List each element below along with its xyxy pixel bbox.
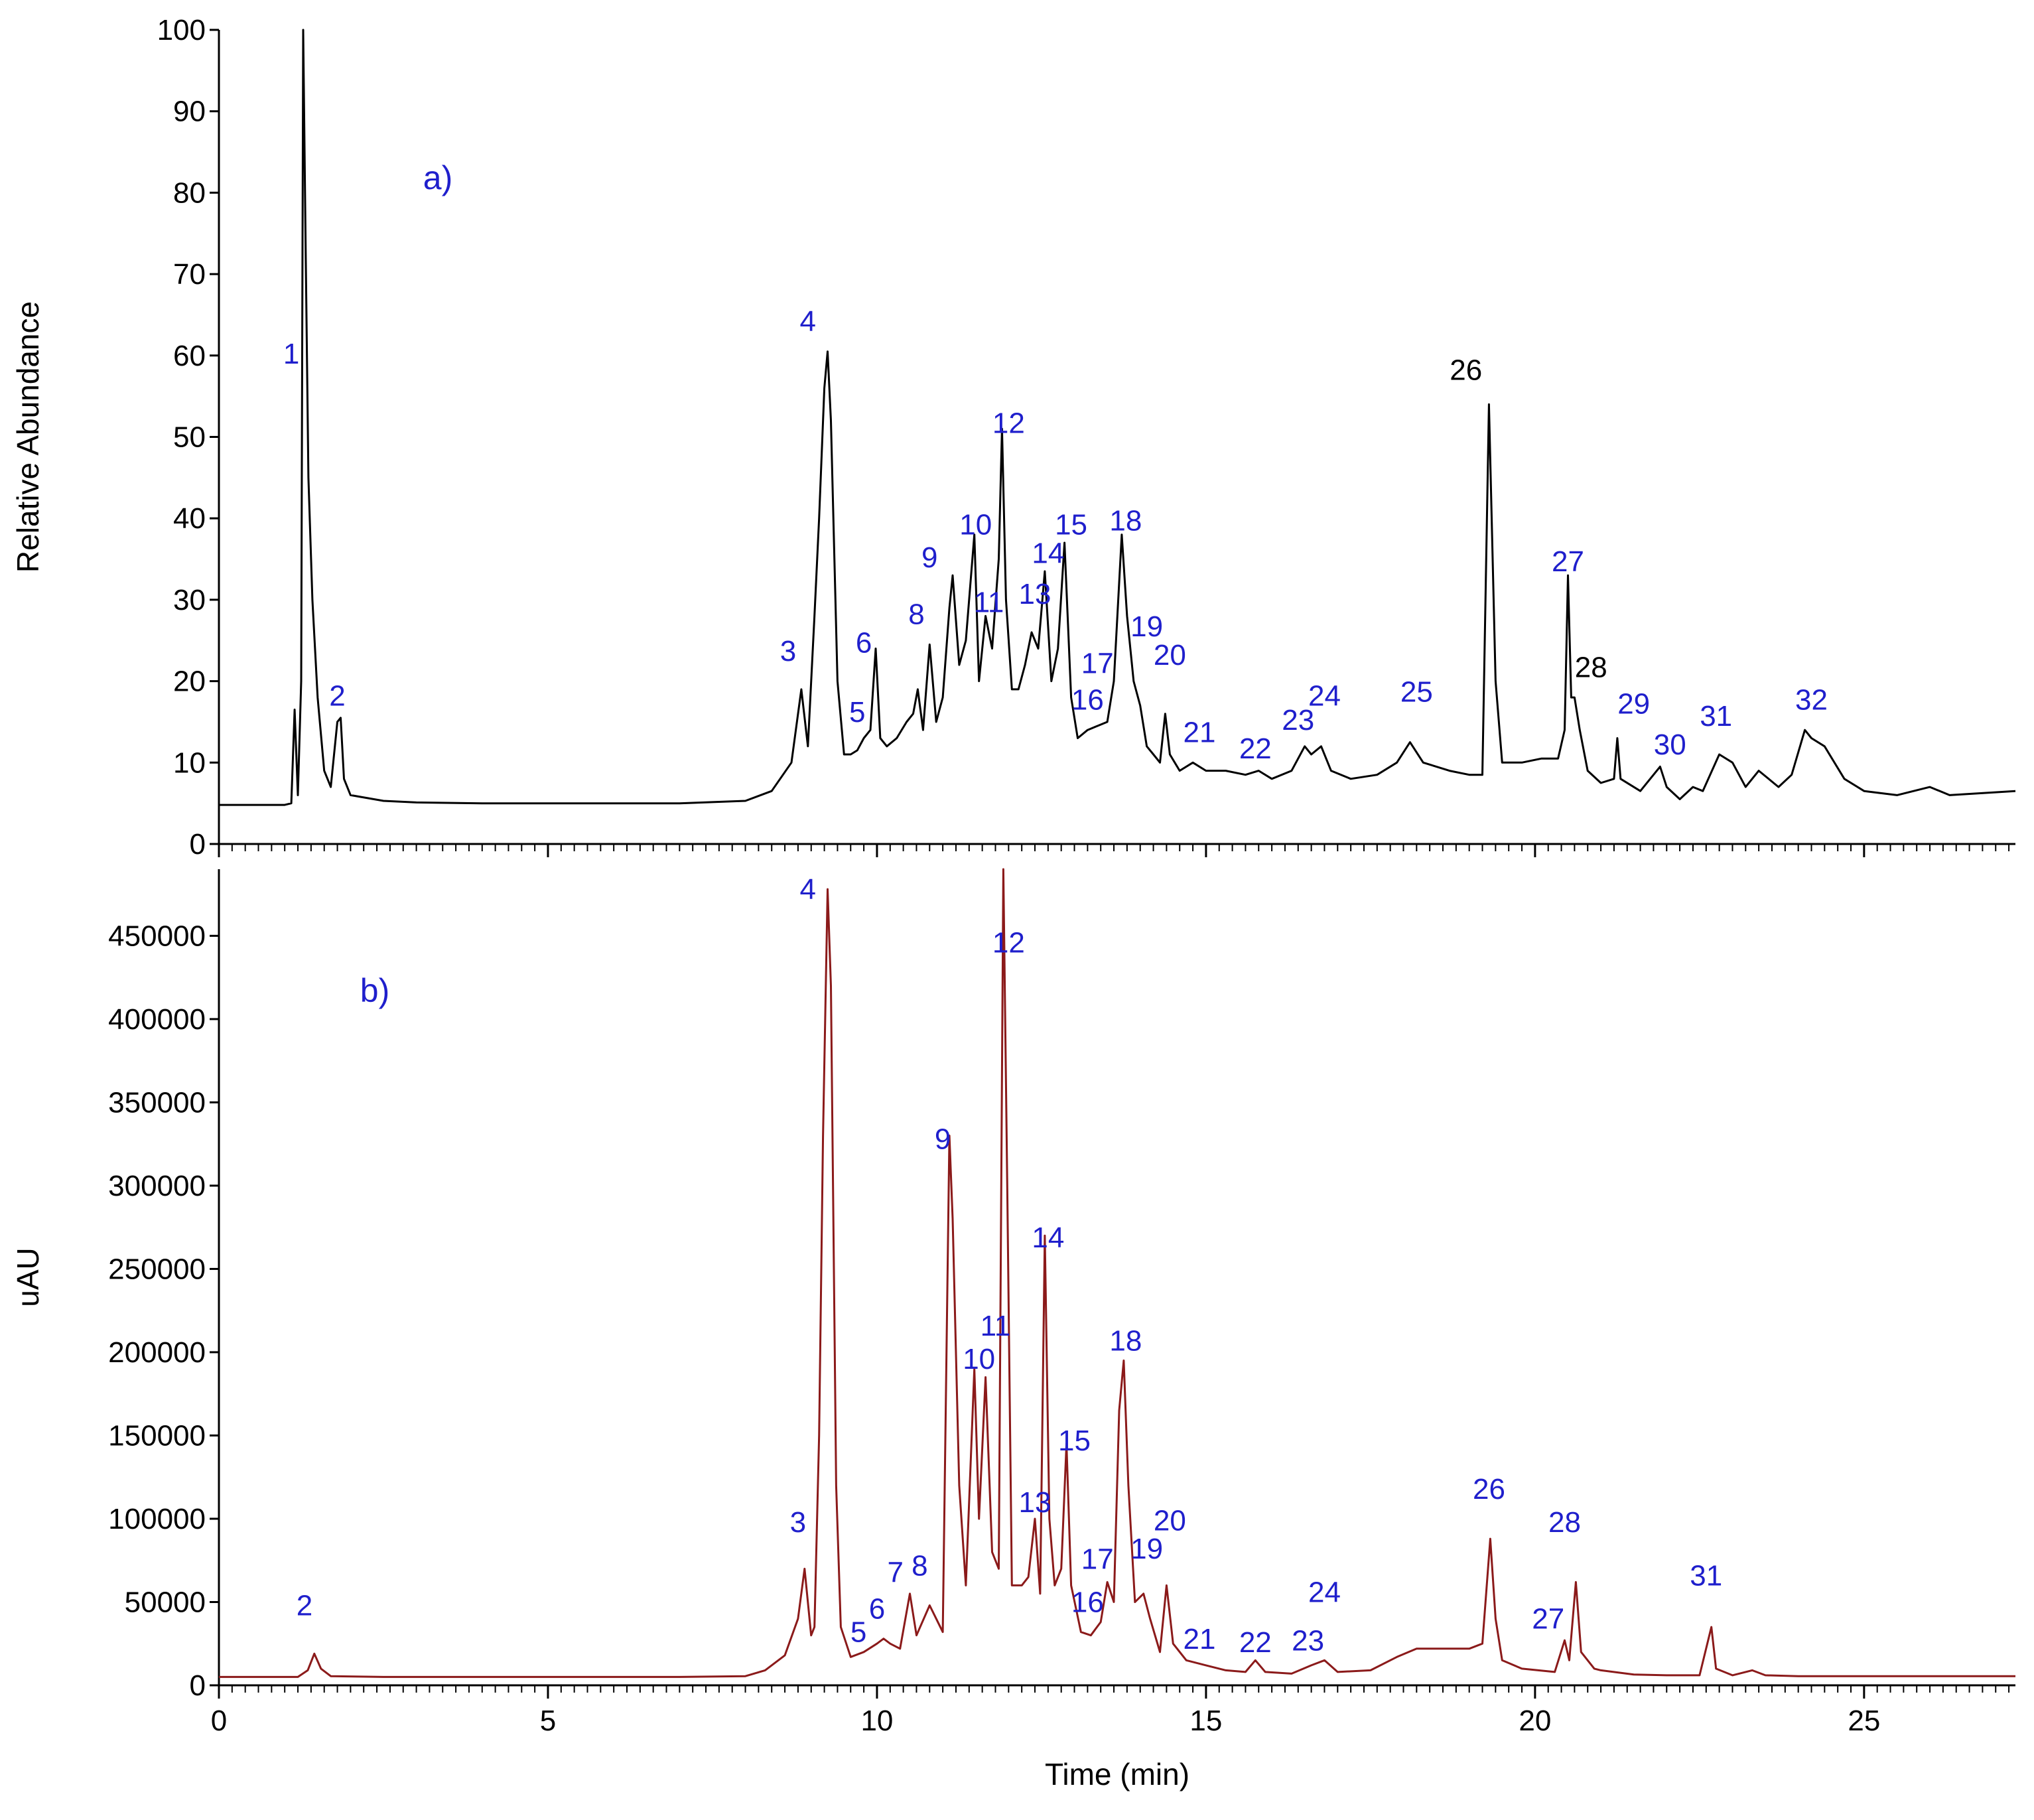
peak-label: 14	[1032, 1222, 1064, 1254]
peak-label: 27	[1532, 1603, 1564, 1636]
peak-label: 30	[1654, 729, 1686, 761]
peak-label: 16	[1071, 684, 1104, 717]
y-tick-label: 70	[173, 258, 206, 291]
peak-label: 31	[1700, 700, 1732, 733]
peak-label: 13	[1019, 578, 1051, 610]
y-tick-label: 40	[173, 502, 206, 535]
y-tick-label: 350000	[108, 1086, 206, 1119]
y-tick-label: 50	[173, 421, 206, 454]
peak-label: 23	[1282, 704, 1314, 736]
peak-label: 23	[1292, 1624, 1324, 1657]
peak-label: 32	[1795, 684, 1828, 717]
y-axis-title: Relative Abundance	[11, 301, 45, 573]
peak-label: 2	[297, 1590, 312, 1622]
panel-a: 0102030405060708090100123456891011121314…	[11, 14, 2016, 861]
peak-label: 21	[1184, 1623, 1216, 1655]
peak-label: 8	[908, 598, 924, 631]
peak-label: 9	[921, 541, 937, 574]
peak-label: 18	[1109, 1324, 1142, 1357]
y-tick-label: 80	[173, 176, 206, 209]
y-tick-label: 100000	[108, 1503, 206, 1535]
peak-label: 26	[1450, 354, 1482, 387]
x-tick-label: 10	[860, 1705, 893, 1737]
y-axis-title: uAU	[11, 1247, 45, 1306]
peak-label: 9	[935, 1123, 951, 1156]
x-tick-label: 20	[1519, 1705, 1551, 1737]
peak-label: 27	[1552, 545, 1584, 578]
peak-label: 16	[1071, 1586, 1104, 1619]
peak-label: 6	[856, 627, 872, 660]
peak-label: 20	[1154, 1505, 1186, 1537]
peak-label: 12	[992, 927, 1025, 959]
peak-label: 4	[800, 305, 816, 338]
y-tick-label: 90	[173, 96, 206, 128]
y-tick-label: 450000	[108, 920, 206, 952]
peak-label: 3	[780, 635, 796, 667]
y-tick-label: 0	[190, 1669, 206, 1702]
peak-label: 29	[1617, 688, 1650, 721]
peak-label: 5	[850, 1616, 866, 1649]
x-tick-label: 5	[540, 1705, 556, 1737]
x-tick-label: 15	[1189, 1705, 1222, 1737]
peak-label: 28	[1575, 651, 1607, 683]
peak-label: 5	[849, 696, 865, 729]
peak-label: 17	[1081, 1543, 1114, 1575]
peak-label: 15	[1058, 1425, 1091, 1457]
peak-label: 12	[992, 407, 1025, 439]
x-tick-label: 25	[1848, 1705, 1880, 1737]
peak-label: 17	[1081, 647, 1114, 679]
panel-label: b)	[360, 972, 389, 1009]
peak-label: 22	[1239, 1626, 1272, 1659]
peak-label: 8	[912, 1549, 927, 1582]
peak-label: 11	[981, 1310, 1011, 1342]
peak-label: 4	[800, 873, 816, 906]
peak-label: 3	[790, 1506, 806, 1539]
peak-label: 20	[1154, 639, 1186, 671]
y-tick-label: 30	[173, 584, 206, 616]
x-tick-label: 0	[211, 1705, 227, 1737]
peak-label: 19	[1130, 610, 1163, 643]
peak-label: 1	[283, 338, 299, 370]
peak-label: 21	[1184, 717, 1216, 749]
peak-label: 26	[1473, 1473, 1505, 1505]
peak-label: 31	[1690, 1559, 1722, 1592]
y-tick-label: 20	[173, 665, 206, 698]
y-tick-label: 150000	[108, 1419, 206, 1452]
y-tick-label: 10	[173, 746, 206, 779]
peak-label: 15	[1055, 509, 1087, 541]
series-line	[219, 29, 2016, 806]
y-tick-label: 50000	[125, 1586, 206, 1618]
peak-label: 18	[1109, 505, 1142, 537]
peak-label: 19	[1130, 1533, 1163, 1565]
y-tick-label: 400000	[108, 1003, 206, 1036]
series-line	[219, 868, 2015, 1678]
peak-label: 11	[974, 586, 1004, 618]
y-tick-label: 100	[157, 14, 206, 46]
peak-label: 14	[1032, 537, 1064, 570]
peak-label: 6	[869, 1593, 885, 1626]
y-tick-label: 0	[190, 828, 206, 861]
y-tick-label: 200000	[108, 1336, 206, 1369]
peak-label: 24	[1308, 1576, 1341, 1608]
panel-label: a)	[423, 159, 452, 196]
y-tick-label: 250000	[108, 1253, 206, 1285]
peak-label: 28	[1548, 1506, 1581, 1539]
peak-label: 2	[329, 679, 345, 712]
y-tick-label: 300000	[108, 1170, 206, 1202]
peak-label: 13	[1019, 1486, 1051, 1519]
peak-label: 24	[1308, 679, 1341, 712]
peak-label: 25	[1400, 675, 1433, 708]
peak-label: 10	[959, 509, 992, 541]
y-tick-label: 60	[173, 340, 206, 372]
peak-label: 22	[1239, 733, 1272, 765]
peak-label: 10	[963, 1343, 995, 1375]
x-axis-title: Time (min)	[1045, 1757, 1189, 1791]
peak-label: 7	[887, 1556, 903, 1588]
panel-b: 0 50000 100000 150000 200000 250000 300000 3500…	[11, 868, 2015, 1791]
